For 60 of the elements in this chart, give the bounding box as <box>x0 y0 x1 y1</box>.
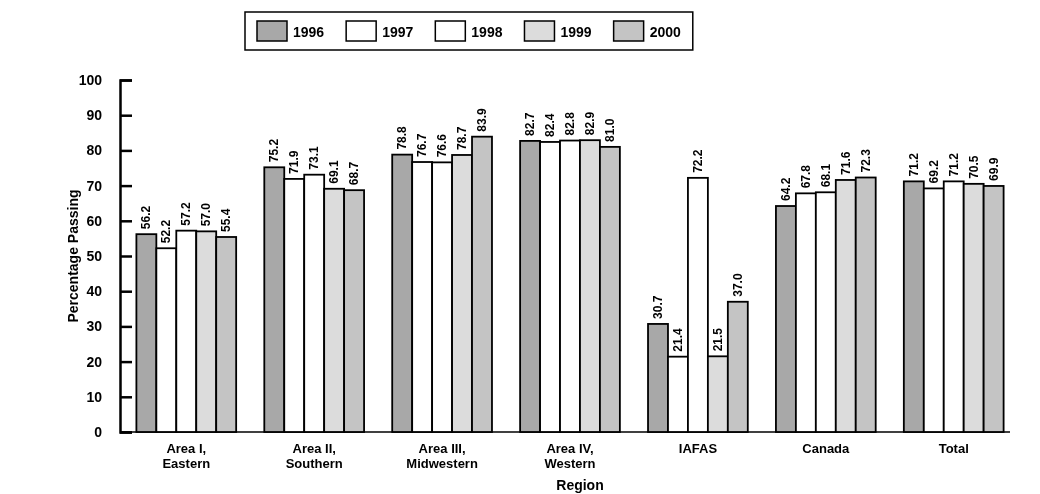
data-label: 75.2 <box>267 138 282 163</box>
x-tick-label: IAFAS <box>678 441 718 457</box>
data-label: 21.5 <box>710 327 725 352</box>
legend-label: 2000 <box>649 24 681 40</box>
legend-label: 1996 <box>293 24 325 40</box>
data-label: 68.7 <box>347 161 362 186</box>
data-label: 64.2 <box>778 177 793 202</box>
y-tick-label: 70 <box>86 177 103 194</box>
legend-label: 1999 <box>560 24 592 40</box>
y-tick-label: 10 <box>86 388 103 405</box>
data-label: 72.3 <box>858 148 873 173</box>
data-label: 69.1 <box>327 160 342 184</box>
y-tick-label: 20 <box>86 353 103 370</box>
x-tick-label: Total <box>938 441 969 457</box>
data-label: 21.4 <box>670 327 685 352</box>
data-label: 81.0 <box>602 118 617 142</box>
data-label: 78.8 <box>395 125 410 150</box>
data-label: 82.8 <box>563 111 577 136</box>
legend-label: 1997 <box>382 24 414 40</box>
x-tick-label: Area III, Midwestern <box>406 441 478 472</box>
data-label: 82.9 <box>582 111 597 136</box>
data-label: 82.7 <box>523 112 538 136</box>
x-tick-label: Area II, Southern <box>285 441 343 472</box>
y-tick-label: 0 <box>94 423 103 440</box>
data-label: 72.2 <box>690 149 705 173</box>
legend-label: 1998 <box>471 24 503 40</box>
data-label: 69.2 <box>926 159 941 184</box>
x-tick-label: Area I, Eastern <box>162 441 211 472</box>
x-tick-label: Area IV, Western <box>544 441 596 472</box>
y-tick-label: 50 <box>86 247 103 264</box>
data-label: 78.7 <box>455 126 470 150</box>
data-label: 71.2 <box>946 152 961 177</box>
x-axis-title: Region <box>556 477 604 493</box>
y-tick-label: 100 <box>78 71 103 88</box>
data-label: 37.0 <box>730 273 745 297</box>
data-label: 52.2 <box>159 219 174 244</box>
data-label: 30.7 <box>651 295 665 319</box>
y-axis-title: Percentage Passing <box>65 189 81 323</box>
y-tick-label: 80 <box>86 142 103 159</box>
data-label: 73.1 <box>307 146 322 170</box>
data-label: 57.0 <box>199 202 214 227</box>
data-label: 68.1 <box>818 163 833 188</box>
data-label: 82.4 <box>543 113 558 137</box>
x-tick-label: Canada <box>802 441 851 457</box>
data-label: 71.6 <box>838 151 853 175</box>
data-label: 76.7 <box>415 133 430 158</box>
data-label: 55.4 <box>219 208 234 232</box>
data-label: 67.8 <box>798 164 813 189</box>
data-label: 69.9 <box>986 157 1001 181</box>
y-tick-label: 40 <box>86 283 103 300</box>
data-label: 83.9 <box>475 107 489 132</box>
y-tick-label: 90 <box>86 107 103 124</box>
data-label: 56.2 <box>139 205 154 230</box>
data-label: 70.5 <box>966 155 981 179</box>
data-label: 76.6 <box>435 133 450 158</box>
data-label: 71.2 <box>906 152 921 177</box>
y-tick-label: 60 <box>86 212 103 229</box>
y-tick-label: 30 <box>86 318 103 335</box>
data-label: 57.2 <box>179 201 194 226</box>
data-label: 71.9 <box>287 150 302 174</box>
